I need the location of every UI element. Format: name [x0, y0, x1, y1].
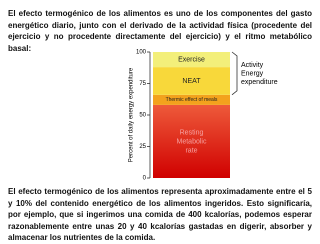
- y-tick-label: 0: [143, 176, 147, 182]
- bar-segment: [153, 52, 230, 68]
- segment-label: NEAT: [182, 78, 201, 85]
- y-tick-label: 25: [139, 144, 146, 150]
- bar-segment: [153, 104, 230, 178]
- y-tick-label: 100: [136, 50, 147, 56]
- segment-label: Metabolic: [177, 138, 207, 145]
- bar-segment: [153, 94, 230, 105]
- y-tick-label: 75: [139, 81, 146, 87]
- segment-label: Resting: [180, 129, 204, 136]
- bar-segment: [153, 67, 230, 95]
- bracket: [231, 51, 238, 96]
- y-tick-label: 50: [139, 113, 146, 119]
- bracket-label: expenditure: [241, 79, 278, 86]
- segment-label: rate: [185, 147, 197, 154]
- y-axis-label: Percent of daily energy expenditure: [129, 67, 135, 162]
- bracket-label: Energy: [241, 70, 264, 77]
- segment-label: Thermic effect of meals: [166, 97, 218, 103]
- bracket-label: Activity: [241, 62, 264, 69]
- paragraph: El efecto termogénico de los alimentos r…: [8, 187, 312, 242]
- paragraph: El efecto termogénico de los alimentos e…: [8, 9, 312, 53]
- segment-label: Exercise: [178, 56, 205, 63]
